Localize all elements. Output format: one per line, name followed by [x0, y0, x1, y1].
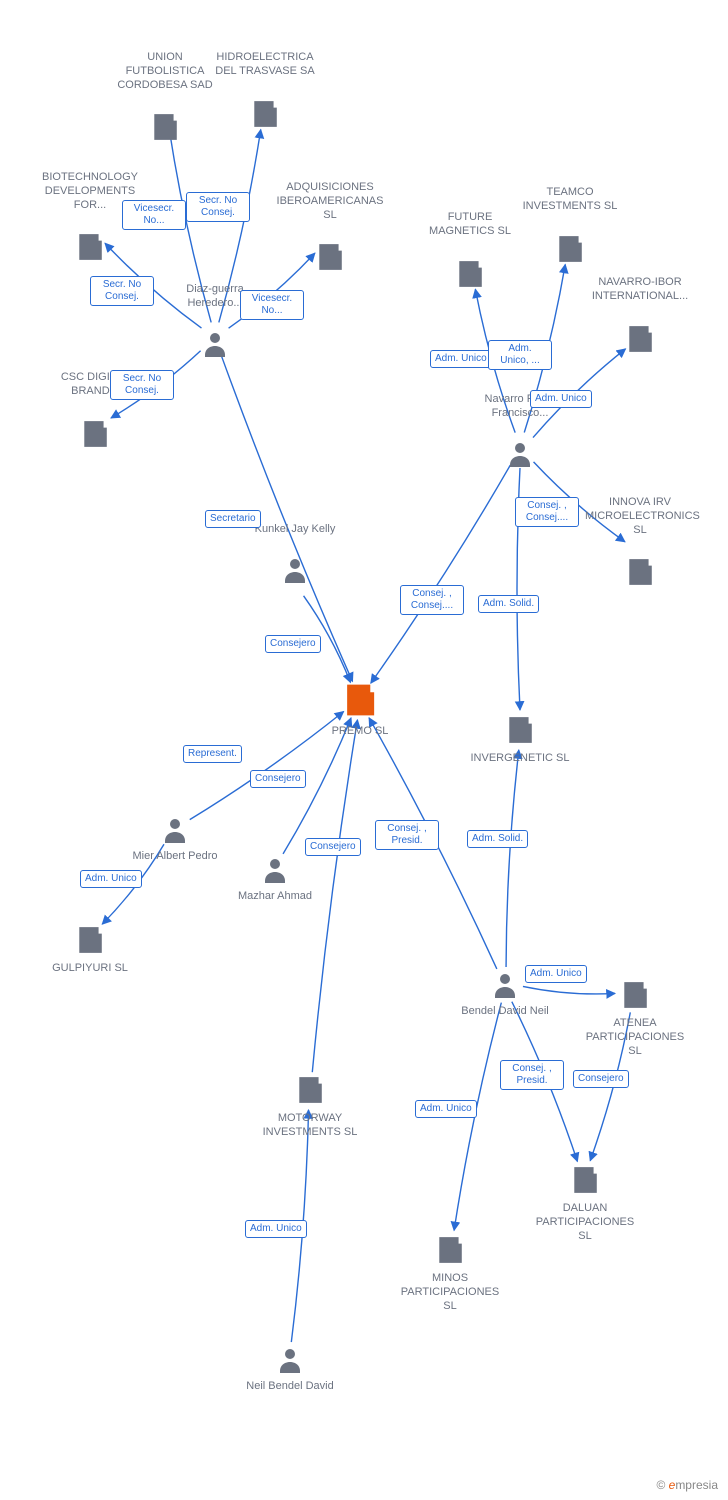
edge-label: Adm. Unico, ... [488, 340, 552, 370]
edge-label: Vicesecr. No... [122, 200, 186, 230]
node-innova[interactable]: INNOVA IRV MICROELECTRONICS SL [580, 494, 700, 592]
person-icon [492, 972, 518, 998]
building-icon [315, 242, 345, 272]
person-icon [262, 857, 288, 883]
person-icon [277, 1347, 303, 1373]
node-label: INNOVA IRV MICROELECTRONICS SL [585, 496, 695, 537]
node-gulpiyuri[interactable]: GULPIYURI SL [30, 925, 150, 978]
building-icon [342, 682, 378, 718]
person-icon [162, 817, 188, 843]
node-premo[interactable]: PREMO SL [300, 682, 420, 741]
edge-label: Adm. Solid. [467, 830, 528, 848]
node-label: NAVARRO-IBOR INTERNATIONAL... [585, 276, 695, 304]
building-icon [505, 715, 535, 745]
node-navarro_ibor[interactable]: NAVARRO-IBOR INTERNATIONAL... [580, 274, 700, 359]
edge-label: Adm. Unico [530, 390, 592, 408]
node-label: ATENEA PARTICIPACIONES SL [580, 1017, 690, 1058]
node-daluan[interactable]: DALUAN PARTICIPACIONES SL [525, 1165, 645, 1245]
building-icon [625, 557, 655, 587]
node-label: ADQUISICIONES IBEROAMERICANAS SL [275, 181, 385, 222]
building-icon [555, 234, 585, 264]
building-icon [75, 925, 105, 955]
edge-label: Consej. , Presid. [375, 820, 439, 850]
edge-label: Consejero [305, 838, 361, 856]
edge [371, 465, 511, 683]
node-kunkel[interactable]: Kunkel Jay Kelly [235, 521, 355, 588]
node-label: FUTURE MAGNETICS SL [415, 211, 525, 239]
edge-label: Adm. Solid. [478, 595, 539, 613]
node-neil_bendel[interactable]: Neil Bendel David [230, 1347, 350, 1396]
edge-label: Secr. No Consej. [110, 370, 174, 400]
edge-label: Vicesecr. No... [240, 290, 304, 320]
node-label: Neil Bendel David [235, 1380, 345, 1394]
node-label: GULPIYURI SL [35, 962, 145, 976]
node-label: HIDROELECTRICA DEL TRASVASE SA [210, 51, 320, 79]
edge-label: Adm. Unico [430, 350, 492, 368]
edge-label: Represent. [183, 745, 242, 763]
node-label: PREMO SL [305, 725, 415, 739]
brand-rest: mpresia [675, 1478, 718, 1492]
node-motorway[interactable]: MOTORWAY INVESTMENTS SL [250, 1075, 370, 1142]
building-icon [455, 259, 485, 289]
edge-label: Adm. Unico [245, 1220, 307, 1238]
person-icon [202, 331, 228, 357]
node-label: UNION FUTBOLISTICA CORDOBESA SAD [110, 51, 220, 92]
building-icon [625, 324, 655, 354]
building-icon [295, 1075, 325, 1105]
node-label: TEAMCO INVESTMENTS SL [515, 186, 625, 214]
edge-label: Adm. Unico [415, 1100, 477, 1118]
node-minos[interactable]: MINOS PARTICIPACIONES SL [390, 1235, 510, 1315]
edge-label: Consej. , Presid. [500, 1060, 564, 1090]
copyright-text: © [656, 1478, 668, 1492]
edge-label: Consejero [265, 635, 321, 653]
node-label: Mazhar Ahmad [220, 890, 330, 904]
edge-label: Consej. , Consej.... [515, 497, 579, 527]
edge-label: Consej. , Consej.... [400, 585, 464, 615]
building-icon [75, 232, 105, 262]
node-hidro[interactable]: HIDROELECTRICA DEL TRASVASE SA [205, 49, 325, 134]
building-icon [80, 419, 110, 449]
edge-label: Consejero [250, 770, 306, 788]
node-label: INVERGENETIC SL [465, 752, 575, 766]
building-icon [620, 980, 650, 1010]
watermark: © empresia [656, 1478, 718, 1492]
building-icon [570, 1165, 600, 1195]
node-invergenetic[interactable]: INVERGENETIC SL [460, 715, 580, 768]
edge [506, 750, 519, 967]
building-icon [150, 112, 180, 142]
edge-label: Secretario [205, 510, 261, 528]
edge-label: Consejero [573, 1070, 629, 1088]
node-label: Mier Albert Pedro [120, 850, 230, 864]
edge-label: Adm. Unico [525, 965, 587, 983]
edge-label: Adm. Unico [80, 870, 142, 888]
edge-label: Secr. No Consej. [90, 276, 154, 306]
building-icon [435, 1235, 465, 1265]
edge-label: Secr. No Consej. [186, 192, 250, 222]
node-adquis[interactable]: ADQUISICIONES IBEROAMERICANAS SL [270, 179, 390, 277]
node-atenea[interactable]: ATENEA PARTICIPACIONES SL [575, 980, 695, 1060]
building-icon [250, 99, 280, 129]
node-label: MINOS PARTICIPACIONES SL [395, 1272, 505, 1313]
node-teamco[interactable]: TEAMCO INVESTMENTS SL [510, 184, 630, 269]
person-icon [282, 557, 308, 583]
node-label: Bendel David Neil [450, 1005, 560, 1019]
node-label: MOTORWAY INVESTMENTS SL [255, 1112, 365, 1140]
node-label: DALUAN PARTICIPACIONES SL [530, 1202, 640, 1243]
node-mazhar[interactable]: Mazhar Ahmad [215, 857, 335, 906]
person-icon [507, 441, 533, 467]
